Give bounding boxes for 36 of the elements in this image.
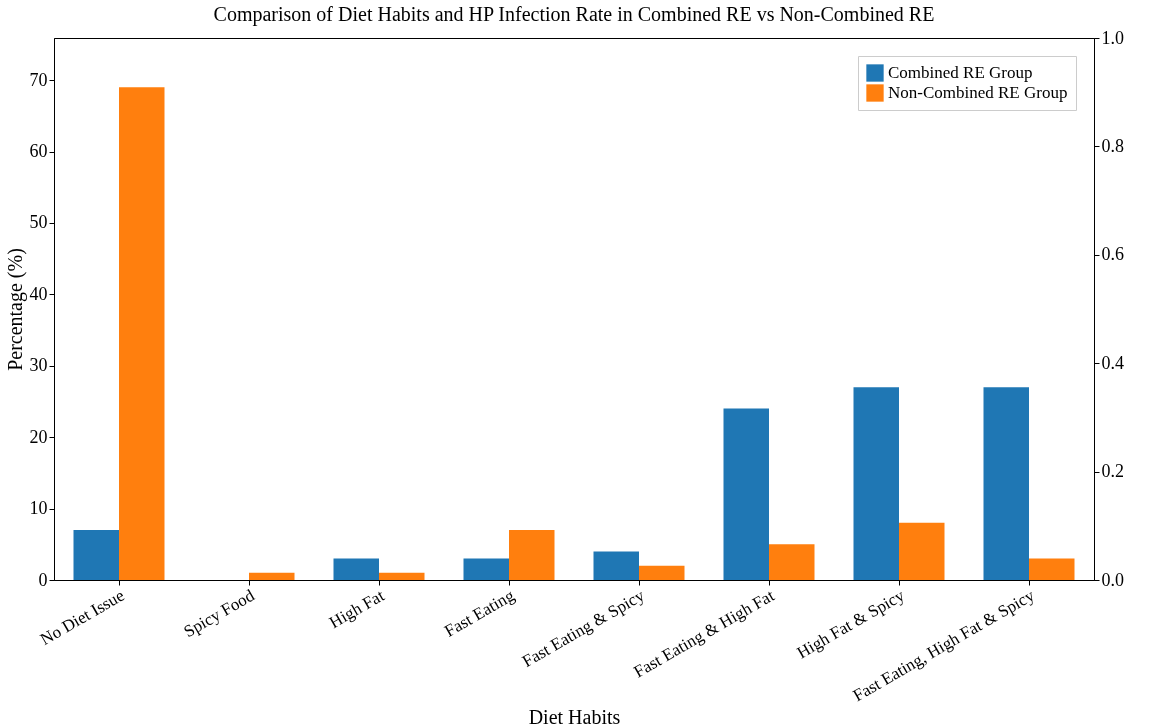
y-axis-title: Percentage (%) (3, 248, 27, 371)
chart-title: Comparison of Diet Habits and HP Infection Rate in Combined RE vs Non-Combined RE (213, 3, 935, 26)
bar (899, 522, 945, 580)
bar (639, 565, 685, 580)
y2-tick-label: 0.8 (1101, 135, 1124, 156)
bar (593, 551, 639, 580)
bar (463, 558, 509, 580)
bar (73, 530, 119, 580)
bar (983, 387, 1029, 580)
legend-label: Combined RE Group (888, 63, 1033, 82)
y-tick-label: 30 (29, 355, 48, 376)
x-axis-title: Diet Habits (528, 706, 621, 726)
bar (509, 530, 555, 580)
y2-tick-label: 0.4 (1101, 352, 1124, 373)
bar (853, 387, 899, 580)
bar (379, 572, 425, 580)
y2-tick-label: 1.0 (1101, 27, 1124, 48)
y-tick-label: 20 (29, 426, 48, 447)
bar (119, 87, 165, 580)
y-tick-label: 70 (29, 69, 48, 90)
x-tick-label: High Fat & Spicy (793, 585, 908, 663)
y2-tick-label: 0.2 (1101, 461, 1124, 482)
x-tick-label: High Fat (326, 585, 388, 633)
bar (249, 572, 295, 580)
y2-tick-label: 0.6 (1101, 244, 1124, 265)
y-tick-label: 50 (29, 212, 48, 233)
y2-tick-label: 0.0 (1101, 569, 1124, 590)
bar (333, 558, 379, 580)
x-tick-label: Spicy Food (180, 585, 258, 642)
y-tick-label: 60 (29, 141, 48, 162)
bar (723, 408, 769, 580)
bar (769, 544, 815, 580)
y-tick-label: 40 (29, 283, 48, 304)
y-tick-label: 10 (29, 498, 48, 519)
legend-label: Non-Combined RE Group (888, 83, 1068, 102)
bar (1029, 558, 1075, 580)
